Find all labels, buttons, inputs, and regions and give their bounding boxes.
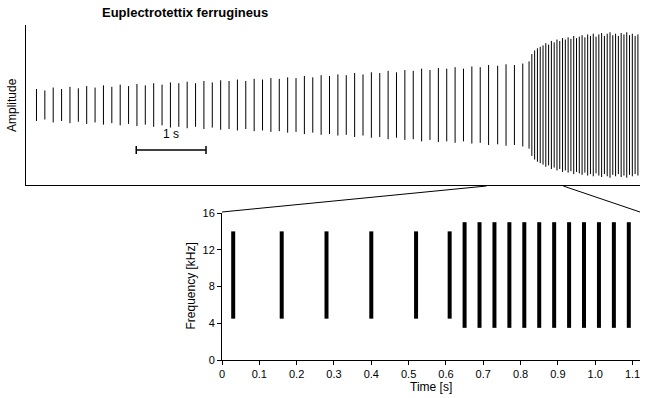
svg-text:0.5: 0.5 [401, 368, 416, 380]
svg-text:8: 8 [209, 280, 215, 292]
svg-text:0.2: 0.2 [289, 368, 304, 380]
svg-text:12: 12 [203, 244, 215, 256]
svg-text:0.3: 0.3 [326, 368, 341, 380]
svg-text:1 s: 1 s [163, 127, 179, 141]
svg-text:0: 0 [209, 354, 215, 366]
svg-text:0.8: 0.8 [513, 368, 528, 380]
svg-text:Time [s]: Time [s] [410, 380, 452, 394]
svg-text:1.1: 1.1 [625, 368, 640, 380]
svg-text:Frequency [kHz]: Frequency [kHz] [184, 242, 198, 329]
svg-text:4: 4 [209, 317, 215, 329]
svg-text:0: 0 [219, 368, 225, 380]
svg-text:0.9: 0.9 [550, 368, 565, 380]
svg-text:0.4: 0.4 [364, 368, 379, 380]
svg-text:Amplitude: Amplitude [5, 78, 19, 132]
svg-text:0.7: 0.7 [476, 368, 491, 380]
svg-text:1.0: 1.0 [588, 368, 603, 380]
svg-text:16: 16 [203, 207, 215, 219]
svg-text:0.1: 0.1 [252, 368, 267, 380]
svg-text:0.6: 0.6 [438, 368, 453, 380]
svg-text:Euplectrotettix ferrugineus: Euplectrotettix ferrugineus [102, 5, 268, 20]
